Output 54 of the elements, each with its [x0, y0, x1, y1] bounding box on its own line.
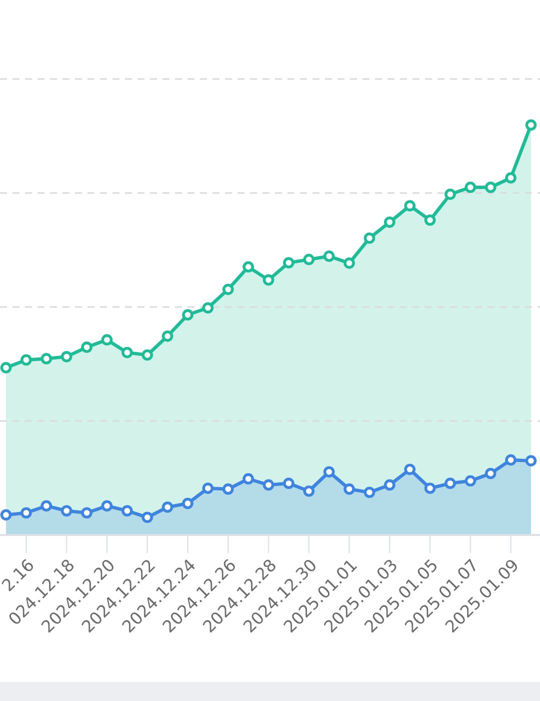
- point: [60, 505, 72, 516]
- point: [444, 188, 456, 200]
- point: [101, 334, 113, 346]
- point: [344, 483, 355, 495]
- point: [303, 254, 315, 266]
- point: [424, 214, 436, 226]
- point: [222, 284, 234, 296]
- point: [0, 509, 12, 521]
- point: [262, 274, 274, 286]
- point: [404, 464, 416, 476]
- point: [364, 486, 376, 498]
- point: [81, 507, 92, 519]
- point: [202, 302, 214, 314]
- point: [242, 261, 254, 273]
- point: [121, 346, 133, 358]
- point: [121, 505, 133, 516]
- point: [222, 483, 234, 495]
- point: [464, 475, 476, 487]
- point: [202, 482, 214, 494]
- point: [303, 485, 315, 497]
- point: [505, 454, 516, 466]
- point: [182, 309, 194, 320]
- point: [384, 479, 396, 491]
- point: [20, 354, 32, 366]
- point: [404, 200, 416, 212]
- point: [242, 473, 254, 484]
- point: [323, 250, 335, 262]
- point: [525, 455, 537, 466]
- point: [364, 232, 376, 244]
- point: [81, 342, 92, 353]
- point: [464, 182, 476, 193]
- point: [40, 500, 52, 512]
- point: [262, 479, 274, 491]
- point: [424, 482, 436, 494]
- point: [142, 349, 154, 361]
- point: [344, 258, 355, 269]
- point: [182, 498, 194, 510]
- point: [283, 257, 294, 268]
- point: [323, 466, 335, 478]
- point: [505, 172, 516, 184]
- point: [283, 478, 294, 490]
- point: [20, 507, 32, 519]
- point: [162, 330, 174, 342]
- point: [0, 362, 12, 374]
- point: [101, 500, 113, 512]
- point: [40, 353, 52, 364]
- point: [484, 468, 496, 480]
- point: [384, 216, 396, 228]
- point: [484, 182, 496, 193]
- point: [60, 350, 72, 362]
- point: [142, 512, 154, 524]
- point: [444, 478, 456, 490]
- point: [525, 119, 537, 131]
- point: [162, 501, 174, 513]
